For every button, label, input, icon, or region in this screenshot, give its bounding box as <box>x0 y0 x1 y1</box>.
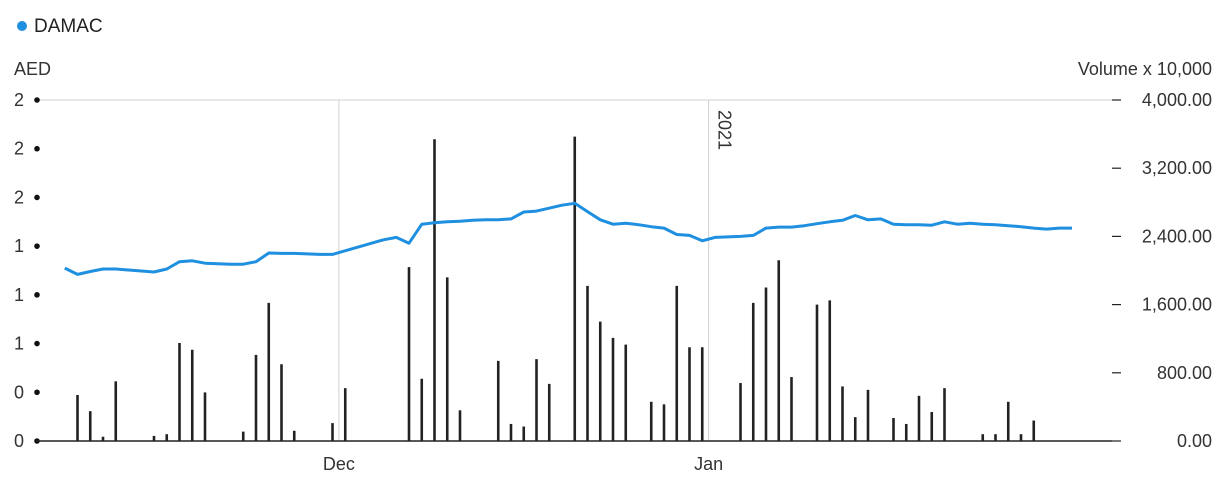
left-axis-tick <box>34 292 40 298</box>
left-axis-tick-label: 1 <box>14 285 24 305</box>
right-axis: 4,000.00 3,200.00 2,400.00 1,600.00 800.00 0.… <box>1112 90 1212 451</box>
year-annotation: 2021 <box>715 110 735 150</box>
left-axis-tick-label: 2 <box>14 187 24 207</box>
right-axis-tick-label: 4,000.00 <box>1142 90 1212 110</box>
left-axis-tick-label: 1 <box>14 334 24 354</box>
right-axis-tick-label: 1,600.00 <box>1142 295 1212 315</box>
left-axis-tick <box>34 97 40 103</box>
x-axis-tick-label: Jan <box>694 454 723 474</box>
right-axis-tick-label: 2,400.00 <box>1142 226 1212 246</box>
left-axis-tick <box>34 389 40 395</box>
left-axis-title: AED <box>14 59 51 79</box>
left-axis-tick <box>34 146 40 152</box>
right-axis-tick-label: 800.00 <box>1157 363 1212 383</box>
left-axis: 2 2 2 1 1 1 0 0 <box>14 90 40 451</box>
left-axis-tick <box>34 341 40 347</box>
left-axis-tick <box>34 195 40 201</box>
left-axis-tick-label: 0 <box>14 431 24 451</box>
left-axis-tick-label: 2 <box>14 90 24 110</box>
left-axis-tick-label: 1 <box>14 236 24 256</box>
x-axis-tick-label: Dec <box>323 454 355 474</box>
right-axis-title: Volume x 10,000 <box>1078 59 1212 79</box>
volume-bars <box>78 137 1034 441</box>
legend: DAMAC <box>17 16 103 37</box>
left-axis-tick <box>34 243 40 249</box>
left-axis-tick-label: 0 <box>14 382 24 402</box>
legend-marker <box>17 21 27 31</box>
right-axis-tick-label: 0.00 <box>1177 431 1212 451</box>
right-axis-tick-label: 3,200.00 <box>1142 158 1212 178</box>
legend-label: DAMAC <box>34 16 103 37</box>
left-axis-tick-label: 2 <box>14 139 24 159</box>
x-axis: Dec Jan 2021 <box>323 110 735 474</box>
price-series-line <box>65 203 1072 274</box>
